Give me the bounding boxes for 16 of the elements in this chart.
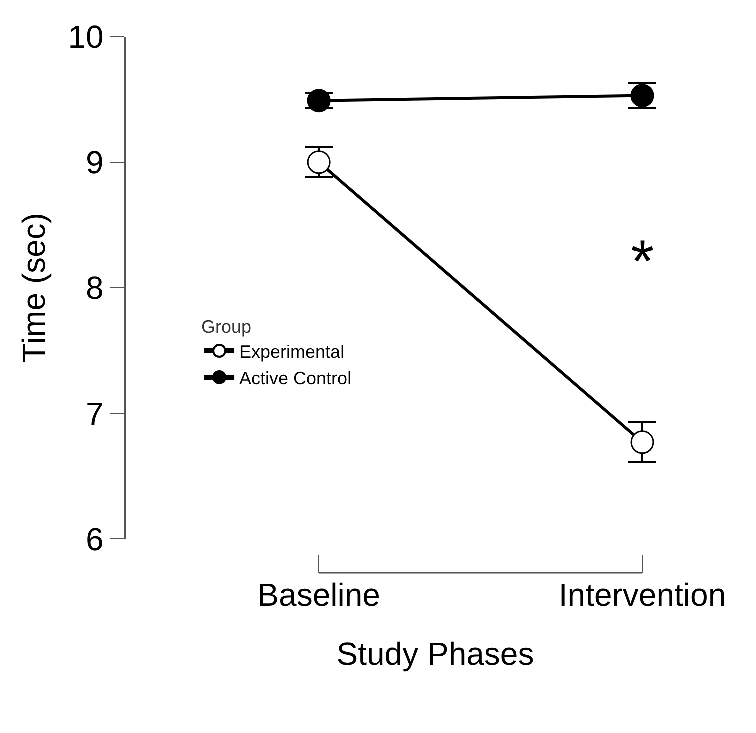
- y-tick-label: 6: [86, 521, 104, 558]
- x-axis-title: Study Phases: [336, 636, 534, 672]
- y-tick-label: 9: [86, 144, 104, 181]
- x-tick-label: Intervention: [558, 576, 726, 613]
- legend-label: Active Control: [240, 368, 352, 388]
- point: [307, 89, 331, 113]
- annotation: *: [631, 228, 654, 295]
- legend-label: Experimental: [240, 342, 345, 362]
- y-axis-title: Time (sec): [16, 213, 52, 363]
- y-tick-label: 7: [86, 396, 104, 432]
- point: [630, 430, 654, 454]
- y-tick-label: 8: [86, 270, 104, 306]
- point: [307, 150, 331, 174]
- y-tick-label: 10: [68, 19, 104, 55]
- x-tick-label: Baseline: [258, 576, 380, 613]
- legend-title: Group: [202, 316, 252, 337]
